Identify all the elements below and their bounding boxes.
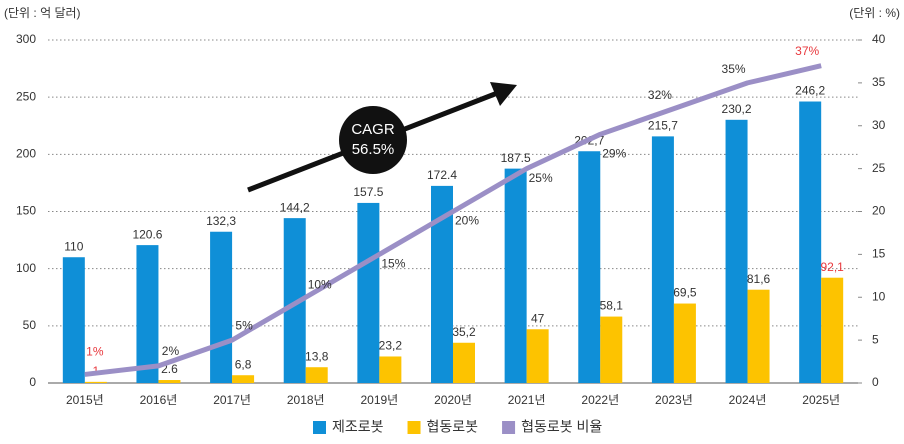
data-label: 110: [64, 239, 83, 253]
legend-label: 제조로봇: [332, 419, 384, 435]
x-tick-label: 2019년: [360, 393, 398, 407]
data-label: 246,2: [795, 84, 825, 98]
x-tick-label: 2024년: [729, 393, 767, 407]
data-label: 15%: [381, 257, 405, 271]
y-axis-title: (단위 : 억 달러): [4, 6, 81, 20]
y-tick-label: 0: [29, 375, 36, 389]
bar: [84, 381, 107, 383]
bar: [578, 151, 601, 383]
legend-label: 협동로봇: [427, 419, 479, 435]
data-label: 69,5: [673, 286, 697, 300]
data-label: 1%: [86, 345, 104, 359]
y2-tick-label: 40: [872, 32, 886, 46]
y-tick-label: 150: [16, 204, 36, 218]
data-label: 23,2: [379, 339, 403, 353]
legend-swatch: [502, 421, 516, 434]
y2-tick-label: 20: [872, 204, 886, 218]
data-label: 6,8: [235, 357, 252, 371]
bar: [600, 316, 623, 383]
y2-tick-label: 10: [872, 289, 886, 303]
y2-tick-label: 25: [872, 161, 886, 175]
x-tick-label: 2017년: [213, 393, 251, 407]
line: [84, 63, 822, 377]
y-tick-label: 50: [23, 318, 37, 332]
data-label: 35%: [722, 62, 746, 76]
bar: [136, 245, 159, 383]
data-label: 172.4: [427, 168, 457, 182]
data-label: 2%: [162, 344, 180, 358]
data-label: 5%: [235, 318, 253, 332]
bar: [673, 303, 696, 383]
data-label: 37%: [795, 44, 819, 58]
bar: [526, 329, 549, 383]
x-tick-label: 2022년: [581, 393, 619, 407]
y2-tick-label: 35: [872, 75, 886, 89]
y2-axis-title: (단위 : %): [849, 6, 900, 20]
data-label: 35,2: [452, 325, 476, 339]
x-tick-label: 2023년: [655, 393, 693, 407]
bar: [747, 289, 770, 383]
data-label: 25%: [529, 171, 553, 185]
bar: [62, 257, 85, 383]
legend-swatch: [313, 421, 326, 434]
legend-swatch: [407, 421, 421, 434]
bar: [379, 356, 402, 383]
data-label: 187.5: [501, 151, 531, 165]
annotation: CAGR: [351, 121, 395, 138]
bar: [357, 202, 380, 383]
y-tick-label: 300: [16, 32, 36, 46]
bar: [651, 136, 674, 383]
y2-tick-label: 15: [872, 247, 886, 261]
y2-tick-label: 30: [872, 118, 886, 132]
data-label: 132,3: [206, 214, 236, 228]
bar: [305, 367, 328, 383]
bar: [232, 375, 255, 383]
x-tick-label: 2021년: [508, 393, 546, 407]
y2-tick-label: 0: [872, 375, 879, 389]
data-label: 13,8: [305, 349, 329, 363]
bar: [431, 185, 453, 383]
data-label: 47: [531, 311, 545, 325]
x-tick-label: 2016년: [140, 393, 178, 407]
data-label: 92,1: [821, 260, 845, 274]
x-tick-label: 2015년: [66, 393, 104, 407]
data-label: 215,7: [648, 119, 678, 133]
bar: [725, 119, 748, 384]
bar: [210, 231, 233, 383]
legend-label: 협동로봇 비율: [521, 419, 602, 435]
y2-tick-label: 5: [872, 332, 879, 346]
bar: [283, 218, 306, 383]
bar: [821, 277, 844, 383]
data-label: 120.6: [132, 227, 162, 241]
data-label: 58,1: [600, 299, 624, 313]
data-label: 10%: [308, 277, 332, 291]
data-label: 20%: [455, 214, 479, 228]
data-label: 81,6: [747, 272, 771, 286]
y-tick-label: 100: [16, 261, 36, 275]
data-label: 32%: [648, 88, 672, 102]
data-label: 29%: [602, 146, 626, 160]
bar: [799, 101, 822, 384]
arrow-head: [490, 82, 517, 106]
y-tick-label: 200: [16, 147, 36, 161]
bar: [453, 342, 475, 383]
annotation: 56.5%: [352, 141, 395, 158]
bar: [158, 380, 181, 383]
x-tick-label: 2025년: [802, 393, 840, 407]
data-label: 144,2: [280, 200, 310, 214]
x-tick-label: 2018년: [287, 393, 325, 407]
y-tick-label: 250: [16, 89, 36, 103]
bar: [504, 168, 527, 383]
data-label: 157.5: [353, 185, 383, 199]
data-label: 230,2: [722, 102, 752, 116]
x-tick-label: 2020년: [434, 393, 472, 407]
cagr-badge: [339, 106, 407, 174]
